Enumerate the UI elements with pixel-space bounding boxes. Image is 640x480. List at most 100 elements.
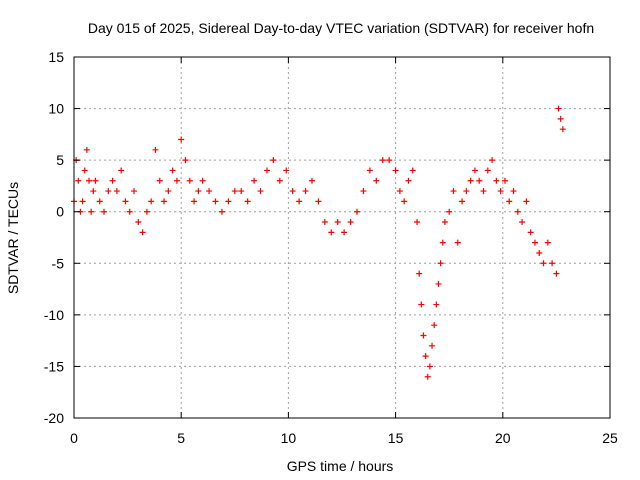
data-point: [122, 198, 129, 205]
data-point: [118, 167, 125, 174]
data-point: [88, 208, 95, 215]
data-point: [544, 239, 551, 246]
data-point: [347, 219, 354, 226]
data-point: [409, 167, 416, 174]
data-point: [131, 188, 138, 195]
data-points: [71, 105, 566, 380]
data-point: [101, 208, 108, 215]
data-point: [334, 219, 341, 226]
data-point: [315, 198, 322, 205]
data-point: [143, 208, 150, 215]
data-point: [405, 177, 412, 184]
data-point: [161, 198, 168, 205]
data-point: [435, 280, 442, 287]
data-point: [199, 177, 206, 184]
data-point: [139, 229, 146, 236]
y-tick-label: 10: [48, 101, 64, 117]
data-point: [354, 208, 361, 215]
x-axis-label: GPS time / hours: [287, 458, 394, 474]
data-point: [238, 188, 245, 195]
data-point: [244, 198, 251, 205]
data-point: [257, 188, 264, 195]
data-point: [283, 167, 290, 174]
data-point: [476, 177, 483, 184]
data-point: [549, 260, 556, 267]
data-point: [429, 342, 436, 349]
data-point: [553, 270, 560, 277]
data-point: [173, 177, 180, 184]
y-tick-label: 5: [56, 152, 64, 168]
data-point: [557, 115, 564, 122]
data-point: [506, 198, 513, 205]
data-point: [289, 188, 296, 195]
data-point: [360, 188, 367, 195]
x-tick-labels: 0 5 10 15 20 25: [70, 430, 618, 446]
data-point: [459, 198, 466, 205]
data-point: [206, 188, 213, 195]
data-point: [446, 208, 453, 215]
data-point: [178, 136, 185, 143]
data-point: [135, 219, 142, 226]
data-point: [433, 301, 440, 308]
data-point: [414, 219, 421, 226]
data-point: [126, 208, 133, 215]
data-point: [152, 146, 159, 153]
data-point: [489, 157, 496, 164]
x-tick-label: 10: [281, 430, 297, 446]
y-tick-label: -15: [44, 358, 64, 374]
data-point: [79, 198, 86, 205]
data-point: [510, 188, 517, 195]
data-point: [341, 229, 348, 236]
data-point: [531, 239, 538, 246]
data-point: [90, 188, 97, 195]
data-point: [92, 177, 99, 184]
y-tick-label: -20: [44, 410, 64, 426]
data-point: [109, 177, 116, 184]
x-tick-label: 15: [388, 430, 404, 446]
data-point: [270, 157, 277, 164]
data-point: [218, 208, 225, 215]
data-point: [426, 363, 433, 370]
plot-frame: [73, 56, 611, 419]
data-point: [231, 188, 238, 195]
y-tick-label: 0: [56, 204, 64, 220]
data-point: [366, 167, 373, 174]
data-point: [484, 167, 491, 174]
data-point: [431, 322, 438, 329]
data-point: [83, 146, 90, 153]
data-point: [467, 177, 474, 184]
data-point: [263, 167, 270, 174]
y-tick-label: -5: [52, 255, 65, 271]
data-point: [81, 167, 88, 174]
data-point: [441, 219, 448, 226]
data-point: [501, 177, 508, 184]
data-point: [424, 373, 431, 380]
y-tick-labels: -20 -15 -10 -5 0 5 10 15: [44, 49, 64, 426]
data-point: [296, 198, 303, 205]
data-point: [559, 126, 566, 133]
data-point: [392, 167, 399, 174]
data-point: [401, 198, 408, 205]
data-point: [418, 301, 425, 308]
data-point: [251, 177, 258, 184]
data-point: [373, 177, 380, 184]
data-point: [450, 188, 457, 195]
data-point: [416, 270, 423, 277]
data-point: [386, 157, 393, 164]
data-point: [148, 198, 155, 205]
data-point: [169, 167, 176, 174]
x-tick-label: 0: [70, 430, 78, 446]
data-point: [86, 177, 93, 184]
x-tick-label: 25: [602, 430, 618, 446]
data-point: [165, 188, 172, 195]
data-point: [540, 260, 547, 267]
data-point: [212, 198, 219, 205]
data-point: [519, 219, 526, 226]
data-point: [555, 105, 562, 112]
data-point: [75, 177, 82, 184]
data-point: [302, 188, 309, 195]
data-point: [276, 177, 283, 184]
data-point: [191, 198, 198, 205]
